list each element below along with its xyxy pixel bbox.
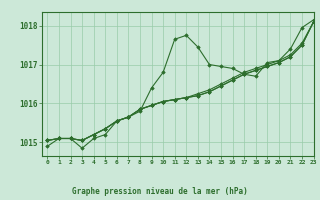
- Text: Graphe pression niveau de la mer (hPa): Graphe pression niveau de la mer (hPa): [72, 187, 248, 196]
